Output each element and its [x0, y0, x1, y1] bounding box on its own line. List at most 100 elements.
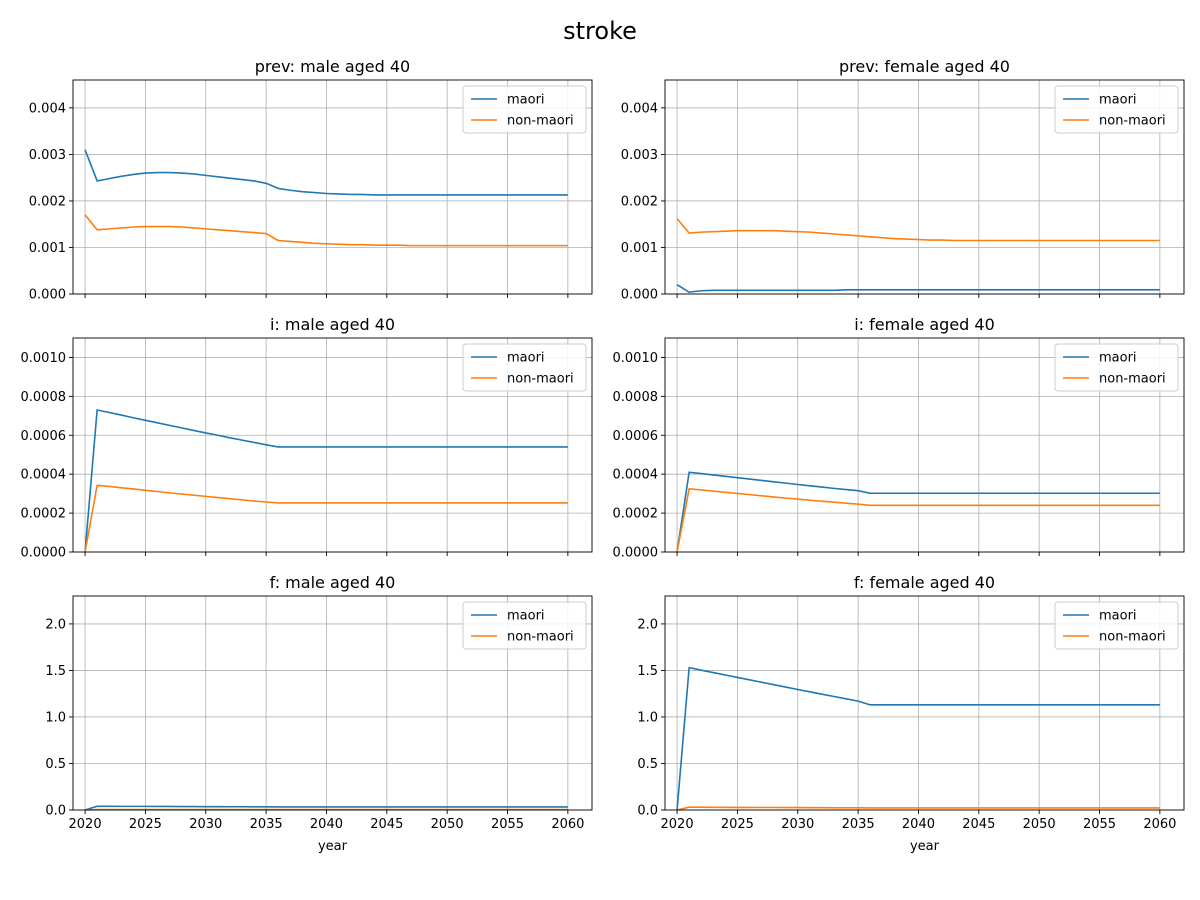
legend: maori non-maori: [1054, 343, 1179, 392]
x-tick-label: 2030: [781, 817, 814, 832]
figure-title: stroke: [563, 17, 637, 45]
subplot-title: f: female aged 40: [854, 573, 995, 592]
subplot-1: 0.000 0.001 0.002 0.003 0.004 prev: male aged…: [29, 57, 593, 303]
legend-label: maori: [507, 351, 545, 366]
series-line-non-maori: [676, 487, 1160, 553]
subplot-3: 0.0000 0.0002 0.0004 0.0006 0.0008 0.0010 i: m…: [21, 315, 593, 561]
y-tick-label: 0.0: [637, 804, 658, 819]
y-tick-label: 0.004: [621, 101, 658, 116]
x-tick-label: 2050: [1023, 817, 1056, 832]
series-line-maori: [676, 666, 1160, 811]
legend: maori non-maori: [1054, 601, 1179, 650]
legend-label: maori: [1099, 609, 1137, 624]
y-tick-label: 0.003: [29, 148, 66, 163]
subplot-title: i: female aged 40: [854, 315, 995, 334]
y-tick-label: 0.0002: [21, 507, 67, 522]
axes-frame: [664, 79, 1185, 295]
y-tick-label: 0.5: [45, 757, 66, 772]
legend-label: maori: [1099, 93, 1137, 108]
x-tick-label: 2045: [962, 817, 995, 832]
x-tick-label: 2040: [310, 817, 343, 832]
legend-label: non-maori: [1099, 114, 1166, 129]
legend-box: [462, 85, 587, 134]
legend-label: maori: [1099, 351, 1137, 366]
y-tick-label: 0.0000: [613, 546, 659, 561]
axes-frame: [664, 337, 1185, 553]
legend-label: maori: [507, 609, 545, 624]
y-tick-label: 0.004: [29, 101, 66, 116]
x-axis-label: year: [318, 839, 348, 854]
y-tick-label: 0.5: [637, 757, 658, 772]
series-line-maori: [84, 149, 568, 196]
subplot-title: i: male aged 40: [270, 315, 395, 334]
legend-box: [1054, 601, 1179, 650]
x-tick-label: 2020: [69, 817, 102, 832]
y-tick-label: 0.0010: [21, 351, 67, 366]
legend-box: [1054, 85, 1179, 134]
series-line-non-maori: [84, 214, 568, 247]
axes-frame: [72, 337, 593, 553]
series-line-non-maori: [84, 484, 568, 553]
y-tick-label: 0.002: [29, 194, 66, 209]
y-tick-label: 2.0: [637, 617, 658, 632]
y-tick-label: 0.003: [621, 148, 658, 163]
y-tick-label: 0.0004: [613, 468, 659, 483]
x-tick-label: 2035: [250, 817, 283, 832]
legend-label: non-maori: [1099, 372, 1166, 387]
legend-box: [462, 601, 587, 650]
legend: maori non-maori: [1054, 85, 1179, 134]
y-tick-label: 2.0: [45, 617, 66, 632]
y-tick-label: 1.0: [45, 710, 66, 725]
series-line-maori: [84, 409, 568, 553]
x-tick-label: 2025: [721, 817, 754, 832]
series-line-maori: [676, 284, 1160, 293]
y-tick-label: 0.001: [29, 241, 66, 256]
x-tick-label: 2025: [129, 817, 162, 832]
y-tick-label: 0.0006: [613, 429, 659, 444]
legend-label: non-maori: [1099, 630, 1166, 645]
y-tick-label: 0.0006: [21, 429, 67, 444]
legend-box: [462, 343, 587, 392]
axes-frame: [664, 595, 1185, 811]
subplot-title: f: male aged 40: [270, 573, 396, 592]
legend-label: maori: [507, 93, 545, 108]
legend: maori non-maori: [462, 343, 587, 392]
y-tick-label: 0.001: [621, 241, 658, 256]
y-tick-label: 0.000: [29, 288, 66, 303]
y-tick-label: 1.5: [637, 664, 658, 679]
subplot-2: 0.000 0.001 0.002 0.003 0.004 prev: female ag…: [621, 57, 1185, 303]
legend: maori non-maori: [462, 601, 587, 650]
x-tick-label: 2020: [661, 817, 694, 832]
x-tick-label: 2055: [1083, 817, 1116, 832]
x-tick-label: 2060: [551, 817, 584, 832]
legend-label: non-maori: [507, 630, 574, 645]
y-tick-label: 0.002: [621, 194, 658, 209]
x-tick-label: 2040: [902, 817, 935, 832]
x-axis-label: year: [910, 839, 940, 854]
y-tick-label: 0.0010: [613, 351, 659, 366]
axes-frame: [72, 595, 593, 811]
subplot-title: prev: female aged 40: [839, 57, 1010, 76]
y-tick-label: 0.0008: [613, 390, 659, 405]
y-tick-label: 0.0008: [21, 390, 67, 405]
y-tick-label: 0.0: [45, 804, 66, 819]
subplot-grid: 0.000 0.001 0.002 0.003 0.004 prev: male aged…: [21, 57, 1185, 854]
legend: maori non-maori: [462, 85, 587, 134]
legend-box: [1054, 343, 1179, 392]
series-line-maori: [84, 805, 568, 811]
x-tick-label: 2060: [1143, 817, 1176, 832]
subplot-title: prev: male aged 40: [255, 57, 410, 76]
legend-label: non-maori: [507, 372, 574, 387]
y-tick-label: 0.0002: [613, 507, 659, 522]
x-tick-label: 2050: [431, 817, 464, 832]
x-tick-label: 2035: [842, 817, 875, 832]
y-tick-label: 1.5: [45, 664, 66, 679]
x-tick-label: 2030: [189, 817, 222, 832]
series-line-non-maori: [676, 218, 1160, 242]
axes-frame: [72, 79, 593, 295]
series-line-non-maori: [676, 806, 1160, 811]
legend-label: non-maori: [507, 114, 574, 129]
y-tick-label: 0.0004: [21, 468, 67, 483]
x-tick-label: 2045: [370, 817, 403, 832]
